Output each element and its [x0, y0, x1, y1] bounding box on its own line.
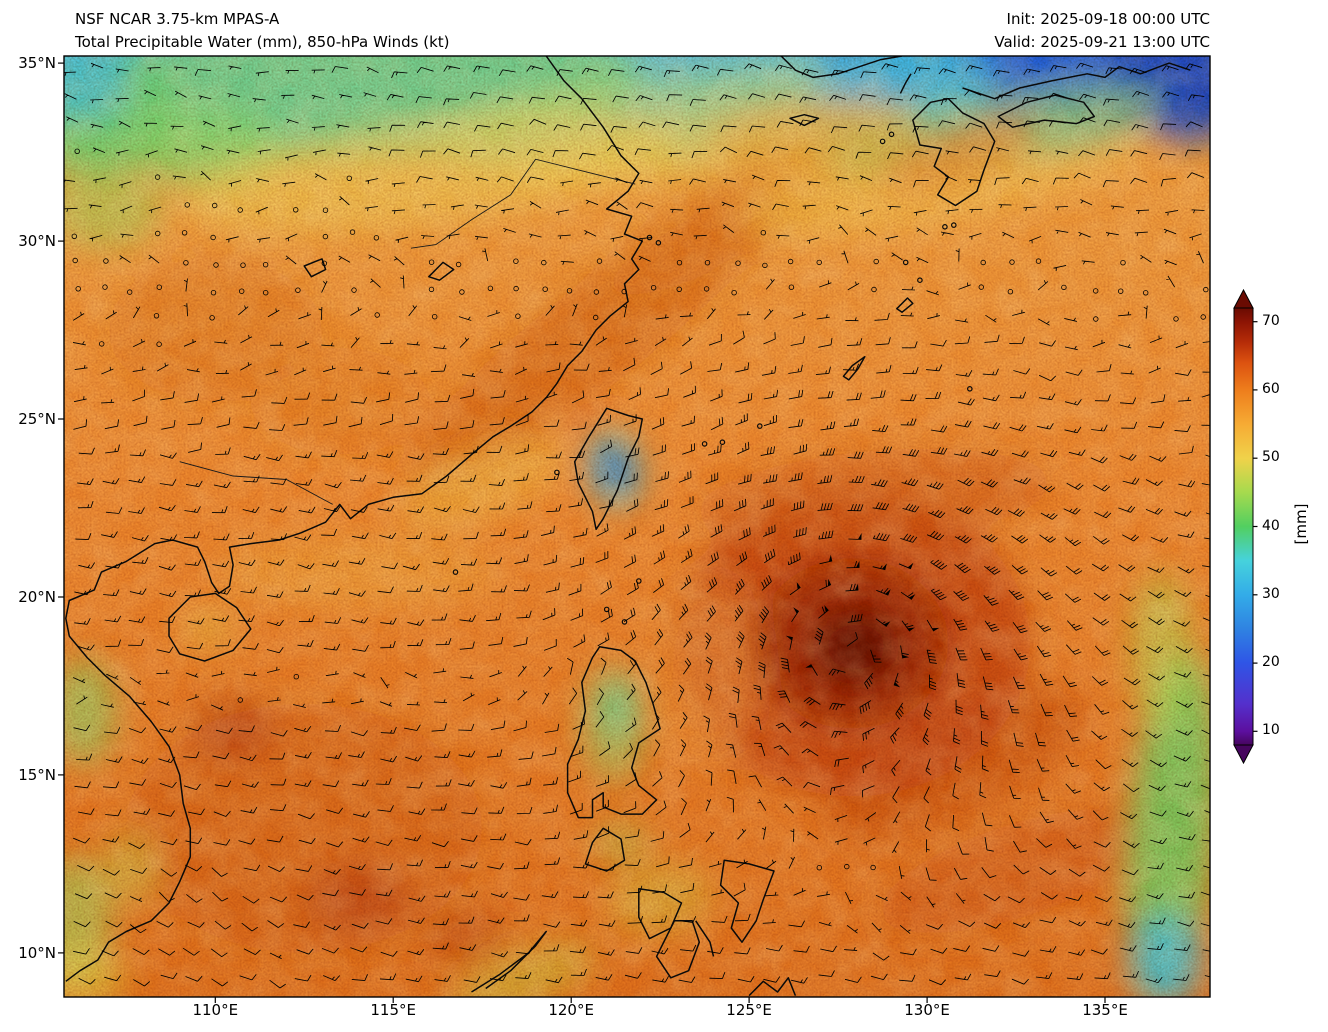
- lat-tick-label: 15°N: [18, 765, 56, 784]
- model-title: NSF NCAR 3.75-km MPAS-A: [75, 10, 280, 28]
- coastlines: [65, 56, 1191, 997]
- colorbar: [1233, 288, 1258, 765]
- valid-time-label: Valid: 2025-09-21 13:00 UTC: [994, 33, 1210, 51]
- colorbar-tick-label: 10: [1262, 722, 1280, 739]
- lat-tick-label: 25°N: [18, 410, 56, 429]
- colorbar-tick-label: 20: [1262, 654, 1280, 671]
- lat-tick-label: 30°N: [18, 232, 56, 251]
- colorbar-unit-label: [mm]: [1292, 503, 1310, 545]
- lon-tick-label: 115°E: [370, 1001, 416, 1019]
- tpw-field: [64, 56, 1210, 997]
- lon-tick-label: 120°E: [548, 1001, 594, 1019]
- colorbar-tick-label: 30: [1262, 585, 1280, 602]
- colorbar-tick-label: 50: [1262, 449, 1280, 466]
- lat-tick-label: 35°N: [18, 54, 56, 73]
- axes-frame: [58, 55, 1211, 1003]
- product-title: Total Precipitable Water (mm), 850-hPa W…: [75, 33, 450, 51]
- colorbar-tick-label: 40: [1262, 517, 1280, 534]
- init-time-label: Init: 2025-09-18 00:00 UTC: [1006, 10, 1210, 28]
- lon-tick-label: 135°E: [1082, 1001, 1128, 1019]
- lat-tick-label: 20°N: [18, 587, 56, 606]
- colorbar-tick-label: 70: [1262, 312, 1280, 329]
- wind-barbs: [64, 62, 1210, 989]
- lon-tick-label: 110°E: [192, 1001, 239, 1019]
- colorbar-tick-label: 60: [1262, 380, 1280, 397]
- lon-tick-label: 125°E: [726, 1001, 772, 1019]
- lon-tick-label: 130°E: [904, 1001, 950, 1019]
- lat-tick-label: 10°N: [18, 943, 56, 962]
